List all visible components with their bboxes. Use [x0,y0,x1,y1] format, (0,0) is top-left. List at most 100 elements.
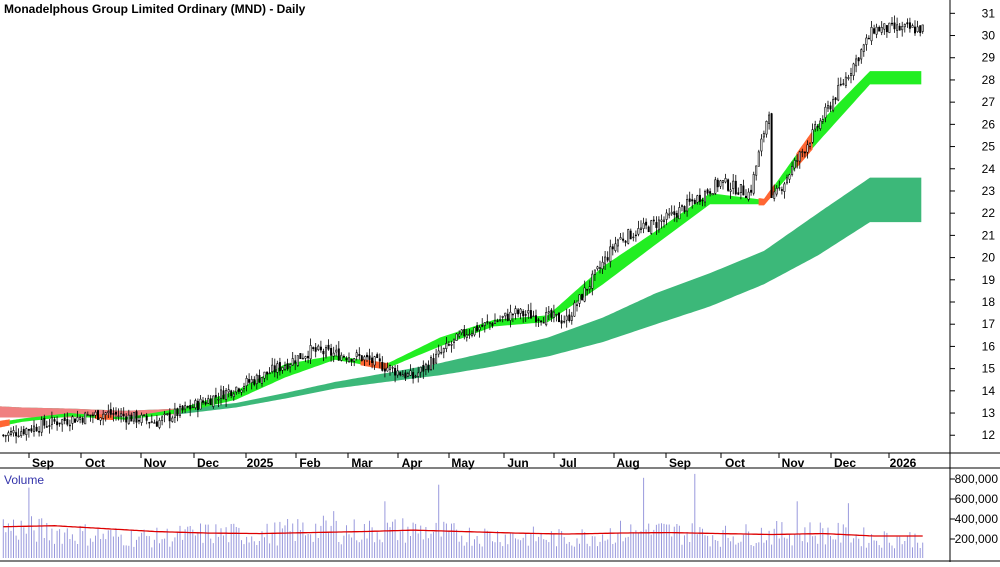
candle [301,353,304,360]
candle [816,124,819,132]
candle-body [409,370,412,376]
candle [921,24,924,34]
candle [263,371,266,383]
candle [388,364,391,376]
candle [66,412,69,427]
candle [332,346,335,363]
candle [847,74,850,81]
candle-body [360,355,363,361]
candle [898,23,901,31]
candle-body [921,24,924,32]
candle [691,193,694,209]
candle-body [586,288,589,291]
candle [752,171,755,196]
candle-body [545,312,548,326]
candle-body [84,412,87,425]
candle [555,313,558,322]
candle-body [862,44,865,52]
candle [788,173,791,183]
y-tick-label: 15 [982,362,996,376]
candle [834,97,837,105]
candle [844,72,847,89]
candle [819,118,822,131]
candle [117,408,120,421]
candle-body [225,389,228,400]
candle [48,418,51,434]
candle-body [440,351,443,354]
candle [527,304,530,319]
candle [744,189,747,199]
candle-body [289,364,292,368]
candle-body [406,373,409,377]
candle [40,416,43,437]
candle [801,148,804,158]
candle-body [470,332,473,336]
candle-body [140,414,143,423]
candle-body [222,390,225,400]
candle-body [138,420,141,422]
candle-body [155,421,158,427]
candle [327,339,330,351]
candle [432,353,435,370]
candle [322,348,325,362]
candle [711,193,714,196]
candle [852,62,855,81]
candle-body [634,234,637,237]
candle [670,205,673,216]
candle-body [701,199,704,202]
candle [506,308,509,322]
candle [563,315,566,324]
x-tick-label: Sep [32,456,54,470]
candle-body [885,25,888,33]
candle-body [74,418,77,423]
candle-body [429,357,432,370]
short-term-ma-band-down-segment-3 [758,183,775,206]
candle-body [204,401,207,405]
candle-body [424,363,427,370]
candle [665,209,668,226]
candle-body [371,357,374,363]
candle [22,425,25,436]
candle [499,315,502,322]
x-tick-label: Mar [351,456,373,470]
x-tick-label: Feb [299,456,320,470]
candle [122,407,125,422]
candle [729,182,732,199]
candle-body [386,367,389,372]
candle [245,375,248,392]
candle [266,371,269,381]
candle-body [442,348,445,353]
x-tick-label: Dec [834,456,856,470]
candle-body [501,315,504,318]
candle-body [606,257,609,261]
candle-body [306,355,309,359]
candle-body [263,371,266,379]
candle-body [319,346,322,351]
candle [248,373,251,385]
volume-average-line [3,525,923,537]
candle-body [788,174,791,180]
candle [709,188,712,197]
candle [737,187,740,196]
candle [598,260,601,274]
candle [391,365,394,373]
candle [509,304,512,328]
candle-body [427,364,430,371]
candle-body [652,219,655,222]
candle [450,340,453,353]
candle [140,412,143,426]
candle-body [529,310,532,319]
candle-body [391,367,394,369]
candle [350,358,353,366]
candle-body [58,422,61,425]
candle-body [767,114,770,124]
y-tick-label: 27 [982,95,996,109]
candle-body [66,419,69,425]
candle-body [806,144,809,153]
candle-body [857,57,860,62]
candle [115,407,118,421]
price-chart-title: Monadelphous Group Limited Ordinary (MND… [4,2,306,16]
candle [750,184,753,196]
candle [150,414,153,424]
candle-body [250,379,253,383]
